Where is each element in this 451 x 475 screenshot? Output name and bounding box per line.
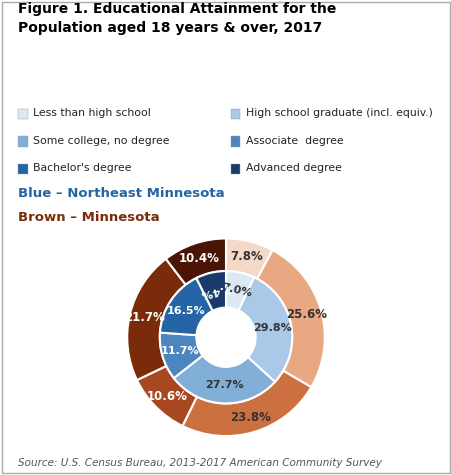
Wedge shape — [238, 277, 291, 382]
Text: Figure 1. Educational Attainment for the
Population aged 18 years & over, 2017: Figure 1. Educational Attainment for the… — [18, 2, 336, 35]
Text: 25.6%: 25.6% — [285, 308, 326, 321]
Text: Some college, no degree: Some college, no degree — [33, 135, 170, 146]
Text: Brown – Minnesota: Brown – Minnesota — [18, 211, 159, 224]
Wedge shape — [160, 278, 212, 335]
Text: 10.4%: 10.4% — [178, 252, 219, 265]
Text: Advanced degree: Advanced degree — [245, 163, 341, 173]
Text: Less than high school: Less than high school — [33, 108, 151, 118]
Wedge shape — [226, 238, 272, 279]
Text: Associate  degree: Associate degree — [245, 135, 343, 146]
Text: 7.8%: 7.8% — [230, 250, 262, 263]
Wedge shape — [182, 370, 311, 436]
Text: 21.7%: 21.7% — [124, 312, 165, 324]
Wedge shape — [160, 332, 202, 378]
Text: 16.5%: 16.5% — [166, 305, 205, 316]
Text: 29.8%: 29.8% — [253, 323, 292, 333]
Text: 23.8%: 23.8% — [229, 411, 270, 424]
Wedge shape — [127, 259, 185, 380]
Text: Source: U.S. Census Bureau, 2013-2017 American Community Survey: Source: U.S. Census Bureau, 2013-2017 Am… — [18, 458, 381, 468]
Wedge shape — [174, 355, 274, 403]
Wedge shape — [196, 271, 226, 311]
Text: Bachelor's degree: Bachelor's degree — [33, 163, 132, 173]
Wedge shape — [137, 366, 197, 426]
Text: 10.6%: 10.6% — [146, 390, 187, 402]
Text: 7.0%: 7.0% — [220, 282, 252, 299]
Wedge shape — [257, 250, 324, 387]
Wedge shape — [166, 238, 226, 285]
Text: 7.4%: 7.4% — [198, 282, 231, 299]
Text: 27.7%: 27.7% — [204, 380, 243, 390]
Text: 11.7%: 11.7% — [161, 346, 199, 356]
Text: Blue – Northeast Minnesota: Blue – Northeast Minnesota — [18, 187, 224, 200]
Text: High school graduate (incl. equiv.): High school graduate (incl. equiv.) — [245, 108, 432, 118]
Wedge shape — [226, 271, 253, 311]
